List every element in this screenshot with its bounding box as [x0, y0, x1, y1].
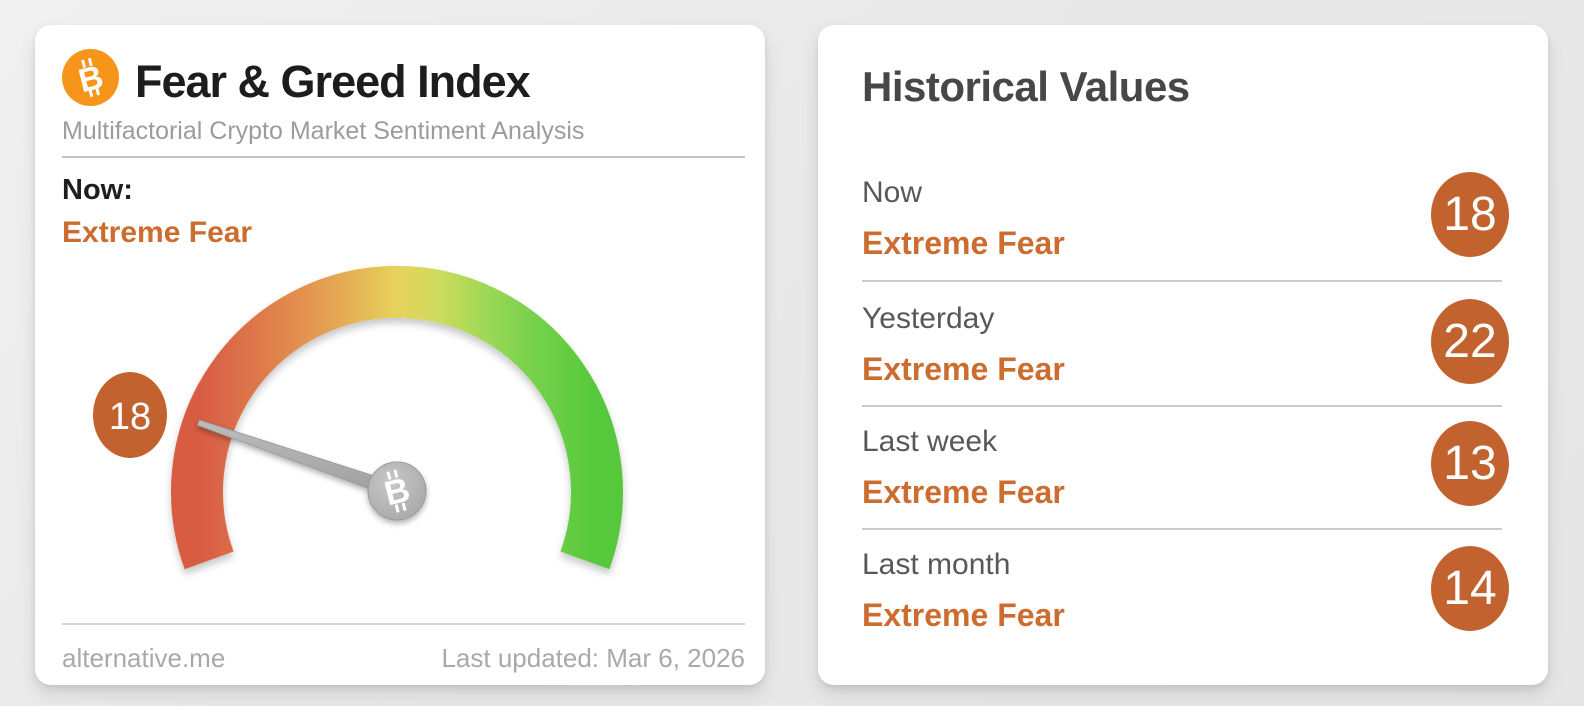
- history-row-last-week: Last week Extreme Fear: [862, 424, 1417, 512]
- history-score-badge: 18: [1431, 172, 1509, 257]
- row-divider: [862, 280, 1502, 282]
- fear-greed-card: B Fear & Greed Index Multifactorial Cryp…: [35, 25, 765, 685]
- history-row-label: Yesterday: [862, 302, 995, 335]
- history-score-badge: 13: [1431, 421, 1509, 506]
- history-score-value: 18: [1443, 188, 1497, 241]
- history-row-label: Now: [862, 176, 923, 209]
- fear-greed-gauge: B 18: [93, 265, 623, 570]
- history-score-value: 13: [1443, 437, 1497, 490]
- row-divider: [862, 528, 1502, 530]
- history-row-yesterday: Yesterday Extreme Fear: [862, 301, 1417, 389]
- gauge-hub: [367, 461, 427, 521]
- historical-values-title: Historical Values: [862, 63, 1190, 110]
- card-footer: alternative.me Last updated: Mar 6, 2026: [62, 642, 745, 674]
- history-row-sentiment: Extreme Fear: [862, 597, 1065, 633]
- source-link[interactable]: alternative.me: [62, 643, 226, 673]
- history-score-value: 14: [1443, 562, 1497, 615]
- now-sentiment-value: Extreme Fear: [62, 216, 253, 249]
- gauge-value: 18: [109, 396, 151, 438]
- history-score-badge: 22: [1431, 299, 1509, 384]
- row-divider: [862, 405, 1502, 407]
- gauge-arc: [171, 265, 623, 570]
- card-subtitle: Multifactorial Crypto Market Sentiment A…: [62, 117, 585, 145]
- history-row-last-month: Last month Extreme Fear: [862, 547, 1417, 635]
- header-divider: [62, 156, 745, 158]
- history-score-badge: 14: [1431, 546, 1509, 631]
- gauge-value-badge: [93, 372, 167, 458]
- history-row-sentiment: Extreme Fear: [862, 225, 1065, 261]
- card-title: Fear & Greed Index: [135, 56, 531, 107]
- history-score-value: 22: [1443, 315, 1497, 368]
- history-row-now: Now Extreme Fear: [862, 175, 1417, 263]
- last-updated-text: Last updated: Mar 6, 2026: [441, 643, 745, 673]
- footer-divider: [62, 623, 745, 625]
- history-row-sentiment: Extreme Fear: [862, 351, 1065, 387]
- bitcoin-icon: B: [62, 49, 119, 106]
- history-row-sentiment: Extreme Fear: [862, 474, 1065, 510]
- historical-values-card: Historical Values Now Extreme Fear 18 Ye…: [818, 25, 1548, 685]
- history-row-label: Last week: [862, 425, 998, 458]
- now-label: Now:: [62, 174, 133, 206]
- history-row-label: Last month: [862, 548, 1011, 581]
